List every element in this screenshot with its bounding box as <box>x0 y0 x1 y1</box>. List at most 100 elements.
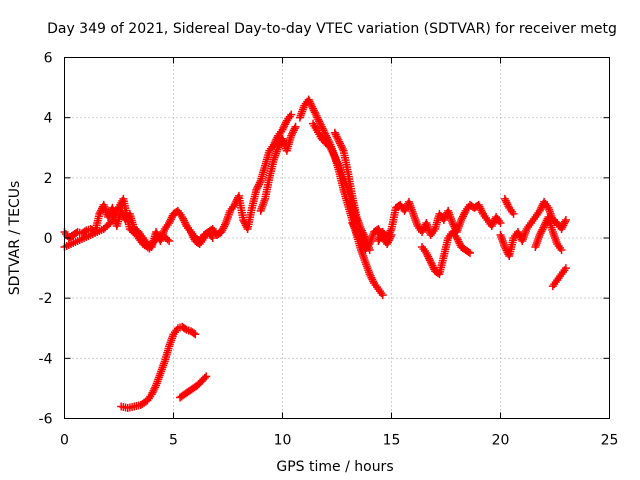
data-point <box>313 113 322 122</box>
data-point-fill <box>289 126 298 135</box>
data-point-fill <box>290 124 299 133</box>
data-point-fill <box>255 178 264 187</box>
data-point-fill <box>538 225 547 234</box>
data-point-fill <box>218 226 227 235</box>
data-point-fill <box>288 129 297 138</box>
data-point <box>561 264 570 273</box>
data-point-fill <box>166 215 175 224</box>
data-point-fill <box>418 226 427 235</box>
data-point <box>557 246 566 255</box>
data-point <box>535 206 544 215</box>
data-point <box>191 330 200 339</box>
data-point-fill <box>149 386 158 395</box>
data-point-fill <box>455 239 464 248</box>
data-point-fill <box>189 329 198 338</box>
data-point-fill <box>310 108 319 117</box>
data-point <box>287 131 296 140</box>
data-point <box>540 221 549 230</box>
data-point-fill <box>334 135 343 144</box>
y-axis-label: SDTVAR / TECUs <box>7 181 23 296</box>
data-point <box>330 128 339 137</box>
data-point <box>147 390 156 399</box>
data-point-fill <box>458 214 467 223</box>
data-point <box>317 122 326 131</box>
data-point-fill <box>357 238 366 247</box>
data-point-fill <box>559 221 568 230</box>
data-point <box>561 215 570 224</box>
data-point-fill <box>375 235 384 244</box>
data-point-fill <box>454 237 463 246</box>
data-point-fill <box>336 139 345 148</box>
data-point <box>422 249 431 258</box>
data-point-fill <box>424 254 433 263</box>
data-point <box>252 185 261 194</box>
data-point-fill <box>475 202 484 211</box>
data-point-fill <box>514 229 523 238</box>
data-point-fill <box>459 210 468 219</box>
data-point-fill <box>163 235 172 244</box>
data-point <box>217 227 226 236</box>
data-point <box>378 291 387 300</box>
data-point <box>374 224 383 233</box>
data-point-fill <box>179 214 188 223</box>
data-point-fill <box>355 233 364 242</box>
data-point-fill <box>440 214 449 223</box>
data-point <box>165 218 174 227</box>
data-point <box>352 227 361 236</box>
data-point-fill <box>459 212 468 221</box>
data-point-fill <box>384 232 393 241</box>
data-point-fill <box>281 120 290 129</box>
data-point-fill <box>502 198 511 207</box>
data-point-fill <box>336 141 345 150</box>
data-point-fill <box>148 388 157 397</box>
data-point-fill <box>254 180 263 189</box>
data-point-fill <box>423 250 432 259</box>
data-point <box>274 143 283 152</box>
data-point-fill <box>332 132 341 141</box>
data-point-fill <box>219 224 228 233</box>
data-point <box>309 104 318 113</box>
data-point <box>95 209 104 218</box>
axis-ticks <box>64 57 610 419</box>
data-point-fill <box>333 134 342 143</box>
data-point <box>426 258 435 267</box>
data-point <box>487 221 496 230</box>
data-point <box>304 95 313 104</box>
data-point-fill <box>376 233 385 242</box>
y-tick-label: 4 <box>44 111 53 127</box>
data-point <box>178 212 187 221</box>
data-point-fill <box>312 111 321 120</box>
data-point-fill <box>424 252 433 261</box>
data-point-fill <box>464 248 473 257</box>
data-point-fill <box>307 101 316 110</box>
data-points <box>60 95 570 412</box>
data-point-fill <box>401 205 410 214</box>
data-point-fill <box>368 275 377 284</box>
data-point-fill <box>427 259 436 268</box>
data-point-fill <box>477 206 486 215</box>
data-point-fill <box>188 231 197 240</box>
data-point-fill <box>319 126 328 135</box>
data-point <box>500 194 509 203</box>
data-point-fill <box>385 228 394 237</box>
data-point-fill <box>179 216 188 225</box>
data-point <box>165 237 174 246</box>
data-point-fill <box>253 184 262 193</box>
data-point-fill <box>453 235 462 244</box>
data-point-fill <box>254 182 263 191</box>
data-point-fill <box>354 231 363 240</box>
data-point-fill <box>560 219 569 228</box>
data-point-fill <box>275 141 284 150</box>
data-point-fill <box>503 200 512 209</box>
data-point <box>400 206 409 215</box>
data-point-fill <box>539 223 548 232</box>
data-point-fill <box>180 218 189 227</box>
x-tick-label: 5 <box>169 433 178 449</box>
x-tick-label: 0 <box>60 433 69 449</box>
data-point-fill <box>314 115 323 124</box>
data-point <box>509 209 518 218</box>
data-point-fill <box>306 99 315 108</box>
x-tick-label: 10 <box>274 433 292 449</box>
chart-title: Day 349 of 2021, Sidereal Day-to-day VTE… <box>47 21 617 37</box>
